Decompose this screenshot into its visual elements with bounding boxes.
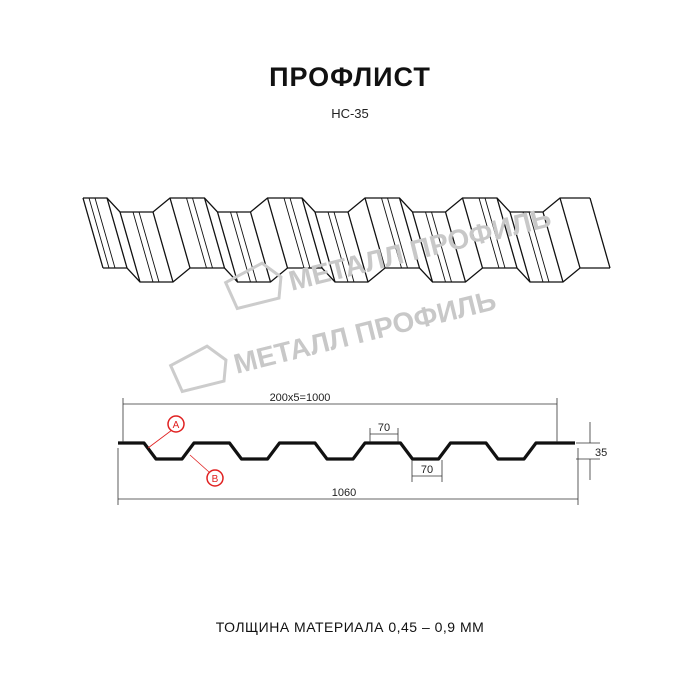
sheet-rib-line — [381, 197, 402, 269]
sheet-rib-line — [478, 197, 500, 269]
height-dim-label: 35 — [595, 447, 607, 459]
total-dim-label: 1060 — [332, 487, 356, 499]
sheet-rib-line — [327, 211, 349, 283]
sheet-top-edge — [83, 197, 590, 213]
sheet-rib-line — [484, 197, 506, 269]
sheet-fold-line — [119, 211, 141, 283]
sheet-3d-view — [82, 197, 611, 283]
sheet-rib-line — [192, 197, 213, 269]
sheet-rib-line — [528, 211, 550, 283]
sheet-rib-line — [186, 197, 207, 269]
sheet-rib-line — [333, 211, 355, 283]
sheet-fold-line — [152, 211, 174, 283]
marker-b-label: B — [212, 474, 219, 485]
model-label: НС-35 — [331, 106, 369, 121]
crest-dim-label: 70 — [378, 422, 390, 434]
sheet-fold-line — [249, 211, 272, 283]
sheet-fold-line — [314, 211, 336, 283]
marker-a: A — [147, 415, 185, 449]
sheet-fold-line — [301, 197, 323, 269]
watermark-logo-1: МЕТАЛЛ ПРОФИЛЬ — [223, 201, 554, 311]
material-thickness-note: ТОЛЩИНА МАТЕРИАЛА 0,45 – 0,9 ММ — [215, 619, 485, 635]
sheet-rib-line — [132, 211, 154, 283]
sheet-rib-line — [283, 197, 305, 269]
sheet-rib-line — [289, 197, 311, 269]
sheet-fold-line — [82, 197, 104, 269]
sheet-rib-line — [236, 211, 257, 283]
sheet-fold-line — [542, 211, 564, 283]
page-title: ПРОФЛИСТ — [269, 62, 431, 92]
sheet-rib-line — [387, 197, 408, 269]
sheet-fold-line — [364, 197, 386, 269]
profile-line — [118, 441, 575, 461]
sheet-rib-line — [88, 197, 110, 269]
sheet-fold-line — [347, 211, 369, 283]
marker-b: B — [189, 454, 224, 487]
sheet-rib-line — [138, 211, 160, 283]
dimension-lines — [117, 398, 600, 505]
sheet-fold-line — [559, 197, 581, 269]
sheet-fold-line — [106, 197, 128, 269]
sheet-bottom-edge — [103, 267, 610, 283]
sheet-fold-line — [216, 211, 239, 283]
marker-a-label: A — [173, 420, 180, 431]
sheet-rib-line — [522, 211, 544, 283]
sheet-rib-line — [431, 211, 452, 283]
sheet-fold-line — [411, 211, 434, 283]
sheet-fold-line — [444, 211, 467, 283]
sheet-rib-line — [94, 197, 116, 269]
sheet-fold-line — [496, 197, 518, 269]
sheet-fold-line — [266, 197, 289, 269]
sheet-fold-line — [509, 211, 531, 283]
pitch-dim-label: 200x5=1000 — [270, 392, 331, 404]
sheet-fold-line — [203, 197, 226, 269]
sheet-fold-line — [461, 197, 484, 269]
sheet-fold-line — [589, 197, 611, 269]
profile-section — [118, 441, 575, 461]
sheet-fold-line — [169, 197, 191, 269]
sheet-fold-line — [398, 197, 421, 269]
valley-dim-label: 70 — [421, 464, 433, 476]
watermark-logo-2: МЕТАЛЛ ПРОФИЛЬ — [168, 284, 499, 394]
sheet-rib-line — [425, 211, 446, 283]
